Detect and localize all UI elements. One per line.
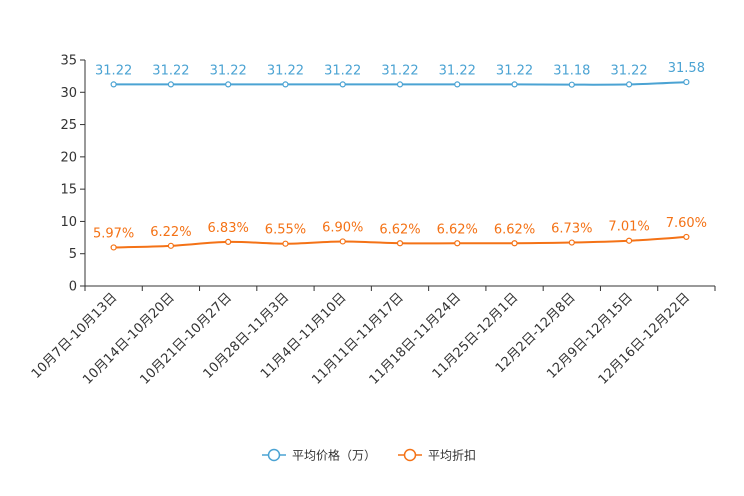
- data-label: 31.22: [210, 63, 247, 78]
- data-label: 5.97%: [93, 226, 134, 241]
- data-point: [511, 81, 518, 88]
- data-label: 7.60%: [666, 216, 707, 231]
- data-point: [167, 81, 175, 88]
- data-point: [396, 240, 404, 247]
- data-point: [511, 240, 518, 247]
- legend-item-1[interactable]: 平均折扣: [398, 448, 476, 463]
- data-point: [225, 81, 232, 88]
- data-point: [225, 238, 232, 245]
- data-label: 31.22: [152, 63, 189, 78]
- data-label: 7.01%: [608, 220, 649, 235]
- y-tick-label: 5: [69, 247, 77, 262]
- y-tick-label: 25: [60, 118, 77, 133]
- data-point: [454, 240, 461, 247]
- data-label: 31.18: [553, 64, 590, 79]
- data-point: [568, 81, 575, 88]
- y-tick-label: 30: [60, 86, 77, 101]
- data-label: 6.62%: [494, 222, 535, 237]
- legend[interactable]: 平均价格（万） 平均折扣: [262, 448, 476, 463]
- data-point: [110, 81, 117, 88]
- y-tick-label: 35: [60, 54, 77, 69]
- data-label: 6.90%: [322, 220, 363, 235]
- y-tick-label: 10: [60, 215, 77, 230]
- series-group: 31.22 31.22 31.22 31.22 31.22 31.22 31.22 31.22…: [93, 61, 707, 251]
- series-1: 5.97% 6.22% 6.83% 6.55% 6.90% 6.62% 6.62% 6.62%…: [93, 216, 707, 251]
- series-0: 31.22 31.22 31.22 31.22 31.22 31.22 31.22 31.22…: [95, 61, 705, 88]
- data-point: [568, 239, 575, 246]
- data-label: 31.22: [95, 63, 132, 78]
- data-point: [110, 244, 117, 251]
- data-label: 31.22: [381, 63, 418, 78]
- data-label: 31.22: [267, 63, 304, 78]
- legend-marker-icon: [267, 448, 281, 462]
- y-tick-label: 20: [60, 150, 77, 165]
- data-label: 31.22: [610, 63, 647, 78]
- data-label: 6.62%: [379, 222, 420, 237]
- data-label: 31.22: [439, 63, 476, 78]
- data-label: 6.73%: [551, 222, 592, 237]
- data-point: [683, 78, 690, 86]
- data-point: [339, 238, 346, 245]
- data-label: 31.58: [668, 61, 705, 76]
- data-point: [167, 242, 175, 249]
- data-point: [282, 81, 289, 88]
- data-label: 31.22: [496, 63, 533, 78]
- data-point: [282, 240, 289, 247]
- data-label: 6.22%: [150, 225, 191, 240]
- legend-item-0[interactable]: 平均价格（万）: [262, 448, 376, 463]
- data-point: [396, 81, 404, 88]
- y-tick-label: 0: [69, 280, 77, 295]
- data-point: [339, 81, 346, 88]
- data-point: [454, 81, 461, 88]
- y-tick-label: 15: [60, 183, 77, 198]
- legend-label: 平均价格（万）: [292, 448, 376, 463]
- data-label: 6.83%: [208, 221, 249, 236]
- data-point: [683, 233, 690, 241]
- legend-label: 平均折扣: [428, 448, 476, 463]
- data-point: [625, 81, 633, 88]
- data-label: 6.62%: [437, 222, 478, 237]
- legend-marker-icon: [403, 448, 417, 462]
- data-point: [625, 237, 633, 244]
- data-label: 6.55%: [265, 223, 306, 238]
- data-label: 31.22: [324, 63, 361, 78]
